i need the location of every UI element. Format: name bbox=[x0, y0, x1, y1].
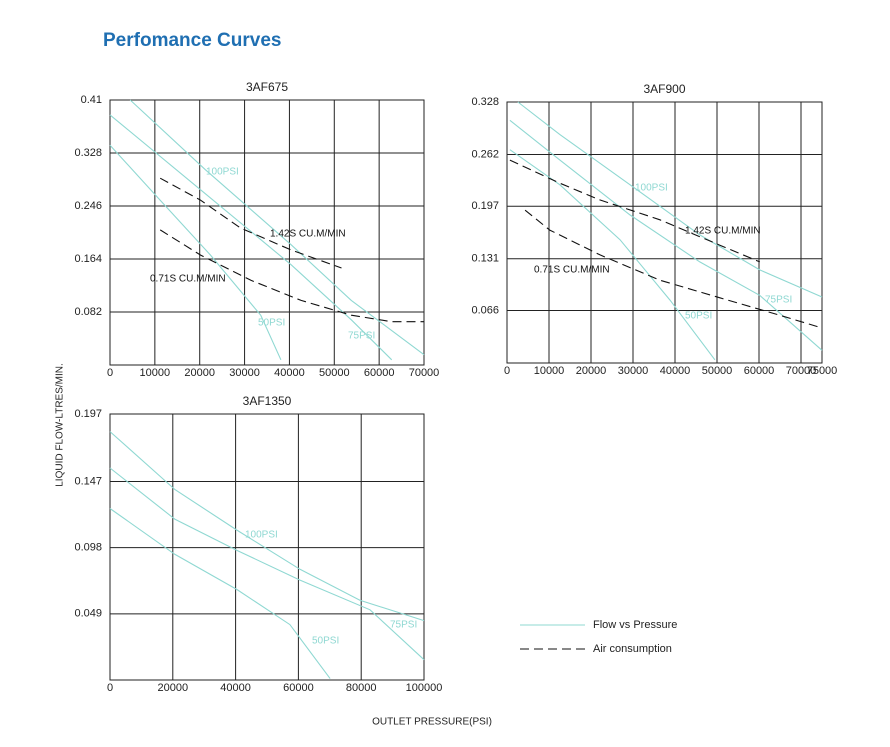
series-label: 0.71S CU.M/MIN bbox=[150, 274, 226, 285]
series-label: 1.42S CU.M/MIN bbox=[270, 229, 346, 240]
y-tick-label: 0.066 bbox=[471, 304, 499, 316]
y-tick-label: 0.246 bbox=[74, 200, 102, 212]
x-tick-label: 30000 bbox=[618, 365, 649, 377]
series-label: 100PSI bbox=[635, 183, 668, 194]
plot-frame bbox=[109, 413, 425, 681]
series-line bbox=[524, 209, 823, 329]
x-tick-label: 10000 bbox=[534, 365, 565, 377]
series-label: 75PSI bbox=[390, 620, 417, 631]
x-tick-label: 50000 bbox=[319, 367, 350, 379]
x-tick-label: 60000 bbox=[744, 365, 775, 377]
x-tick-label: 40000 bbox=[274, 367, 305, 379]
series-line bbox=[109, 114, 393, 361]
series-label: 1.42S CU.M/MIN bbox=[685, 226, 761, 237]
y-axis-label: LIQUID FLOW-LTRES/MIN. bbox=[55, 363, 66, 487]
series-label: 50PSI bbox=[258, 318, 285, 329]
y-tick-label: 0.164 bbox=[74, 253, 102, 265]
x-tick-label: 0 bbox=[107, 367, 113, 379]
series-line bbox=[509, 119, 823, 351]
x-tick-label: 20000 bbox=[158, 682, 189, 694]
chart-title: 3AF675 bbox=[246, 80, 288, 94]
y-tick-label: 0.328 bbox=[471, 96, 499, 108]
x-tick-label: 20000 bbox=[576, 365, 607, 377]
legend-label: Flow vs Pressure bbox=[593, 619, 677, 631]
page-title: Perfomance Curves bbox=[103, 30, 281, 51]
series-label: 100PSI bbox=[206, 167, 239, 178]
series-line bbox=[109, 431, 425, 622]
x-tick-label: 10000 bbox=[140, 367, 171, 379]
chart-title: 3AF900 bbox=[643, 82, 685, 96]
legend-label: Air consumption bbox=[593, 643, 672, 655]
series-label: 75PSI bbox=[348, 331, 375, 342]
x-tick-label: 60000 bbox=[364, 367, 395, 379]
series-line bbox=[109, 144, 282, 361]
x-tick-label: 80000 bbox=[346, 682, 377, 694]
x-tick-label: 50000 bbox=[702, 365, 733, 377]
y-tick-label: 0.197 bbox=[74, 408, 102, 420]
series-line bbox=[159, 229, 424, 323]
x-tick-label: 70000 bbox=[786, 365, 817, 377]
y-tick-label: 0.262 bbox=[471, 148, 499, 160]
series-line bbox=[509, 149, 716, 361]
x-tick-label: 100000 bbox=[406, 682, 443, 694]
x-tick-label: 60000 bbox=[283, 682, 314, 694]
series-line bbox=[129, 99, 425, 356]
x-tick-label: 0 bbox=[107, 682, 113, 694]
series-line bbox=[109, 467, 425, 661]
x-tick-label: 70000 bbox=[409, 367, 440, 379]
series-line bbox=[159, 177, 342, 269]
series-line bbox=[509, 159, 761, 263]
chart-title: 3AF1350 bbox=[243, 394, 292, 408]
series-label: 100PSI bbox=[245, 530, 278, 541]
y-tick-label: 0.197 bbox=[471, 200, 499, 212]
y-tick-label: 0.082 bbox=[74, 306, 102, 318]
x-tick-label: 75000 bbox=[807, 365, 838, 377]
series-line bbox=[109, 508, 331, 679]
y-tick-label: 0.328 bbox=[74, 147, 102, 159]
y-tick-label: 0.131 bbox=[471, 253, 499, 265]
series-line bbox=[517, 101, 823, 298]
x-tick-label: 40000 bbox=[220, 682, 251, 694]
series-label: 50PSI bbox=[685, 311, 712, 322]
series-label: 50PSI bbox=[312, 636, 339, 647]
x-tick-label: 40000 bbox=[660, 365, 691, 377]
x-axis-label: OUTLET PRESSURE(PSI) bbox=[372, 717, 492, 728]
y-tick-label: 0.049 bbox=[74, 608, 102, 620]
x-tick-label: 0 bbox=[504, 365, 510, 377]
y-tick-label: 0.147 bbox=[74, 475, 102, 487]
series-label: 0.71S CU.M/MIN bbox=[534, 265, 610, 276]
series-label: 75PSI bbox=[765, 295, 792, 306]
y-tick-label: 0.41 bbox=[81, 94, 102, 106]
x-tick-label: 20000 bbox=[184, 367, 215, 379]
x-tick-label: 30000 bbox=[229, 367, 260, 379]
y-tick-label: 0.098 bbox=[74, 542, 102, 554]
